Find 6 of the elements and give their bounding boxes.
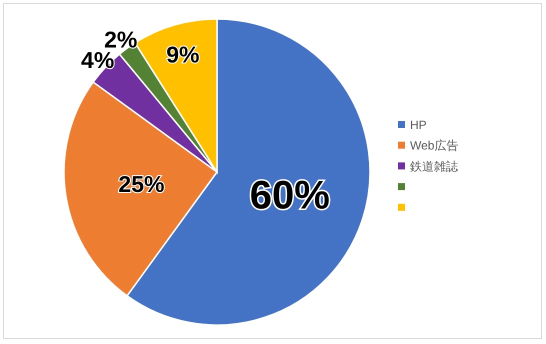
data-label: 9%	[166, 41, 200, 68]
data-label: 60%	[250, 174, 330, 218]
legend-label: HP	[410, 118, 427, 132]
legend-label: 鉄道雑誌	[410, 159, 458, 174]
data-label: 25%	[118, 170, 164, 197]
legend-label: Web広告	[410, 138, 458, 153]
